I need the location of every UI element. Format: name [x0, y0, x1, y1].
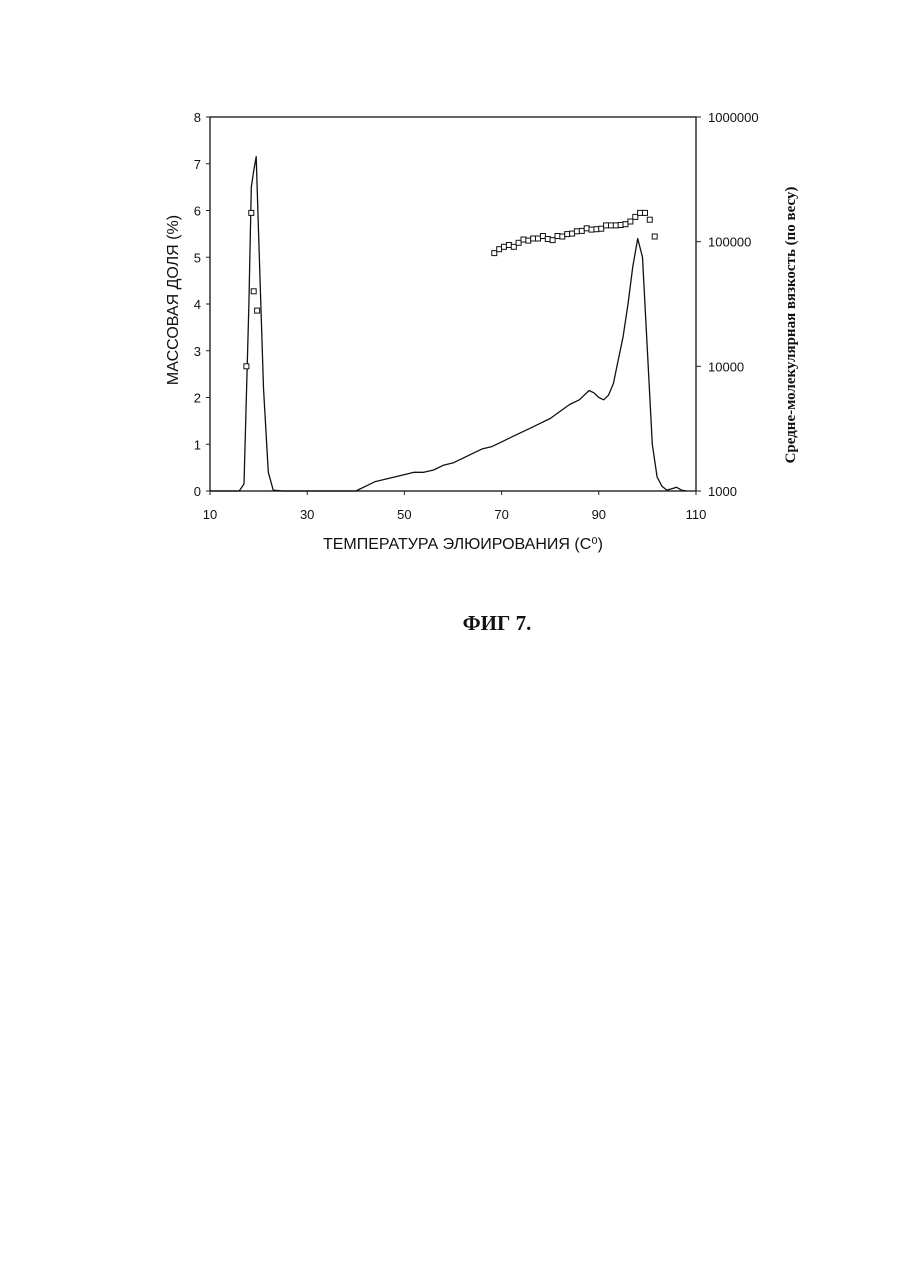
x-tick-label: 70	[494, 507, 508, 522]
viscosity-point	[492, 251, 497, 256]
viscosity-point	[589, 227, 594, 232]
y-tick-label: 5	[194, 250, 201, 265]
series-layer	[210, 157, 686, 491]
viscosity-point	[550, 238, 555, 243]
viscosity-point	[579, 228, 584, 233]
x-tick-label: 30	[300, 507, 314, 522]
viscosity-point	[560, 234, 565, 239]
x-tick-label: 110	[686, 507, 707, 522]
viscosity-point	[255, 308, 260, 313]
y-tick-label: 1	[194, 437, 201, 452]
viscosity-point	[652, 234, 657, 239]
y2-tick-label: 10000	[708, 359, 744, 374]
viscosity-point	[555, 234, 560, 239]
ticks-layer: 10 30 50 70 90 110 0 1 2 3 4 5 6 7 8 1000 10000 100000 100…	[194, 110, 759, 522]
viscosity-point	[536, 236, 541, 241]
viscosity-point	[638, 210, 643, 215]
viscosity-point	[506, 243, 511, 248]
y2-tick-label: 1000000	[708, 110, 759, 125]
y-tick-label: 2	[194, 391, 201, 406]
viscosity-point	[570, 231, 575, 236]
viscosity-point	[604, 223, 609, 228]
y2-tick-label: 100000	[708, 235, 751, 250]
y-tick-label: 4	[194, 297, 201, 312]
viscosity-point	[516, 240, 521, 245]
viscosity-point	[545, 237, 550, 242]
x-tick-label: 50	[397, 507, 411, 522]
y-axis-title: МАССОВАЯ ДОЛЯ (%)	[165, 215, 182, 385]
figure-caption: ФИГ 7.	[463, 611, 532, 635]
y2-axis-title: Средне-молекулярная вязкость (по весу)	[783, 187, 799, 464]
viscosity-point	[540, 234, 545, 239]
viscosity-point	[647, 217, 652, 222]
viscosity-point	[623, 222, 628, 227]
viscosity-point	[628, 219, 633, 224]
viscosity-point	[613, 223, 618, 228]
viscosity-point	[526, 238, 531, 243]
viscosity-point	[565, 232, 570, 237]
viscosity-point	[594, 227, 599, 232]
y-tick-label: 8	[194, 110, 201, 125]
mass-fraction-line	[210, 157, 686, 491]
viscosity-point	[497, 247, 502, 252]
y-tick-label: 0	[194, 484, 201, 499]
viscosity-point	[521, 237, 526, 242]
viscosity-point	[249, 210, 254, 215]
viscosity-point	[609, 223, 614, 228]
viscosity-point	[643, 210, 648, 215]
x-tick-label: 90	[592, 507, 606, 522]
y-tick-label: 7	[194, 157, 201, 172]
y2-tick-label: 1000	[708, 484, 737, 499]
viscosity-point	[618, 223, 623, 228]
viscosity-point	[599, 226, 604, 231]
viscosity-point	[251, 289, 256, 294]
viscosity-point	[531, 236, 536, 241]
plot-area-frame	[210, 117, 696, 491]
viscosity-point	[584, 226, 589, 231]
x-tick-label: 10	[203, 507, 217, 522]
viscosity-point	[511, 244, 516, 249]
viscosity-point	[502, 244, 507, 249]
viscosity-point	[244, 364, 249, 369]
viscosity-point	[574, 229, 579, 234]
x-axis-title: ТЕМПЕРАТУРА ЭЛЮИРОВАНИЯ (С⁰)	[323, 536, 603, 553]
viscosity-point	[633, 214, 638, 219]
y-tick-label: 3	[194, 344, 201, 359]
y-tick-label: 6	[194, 204, 201, 219]
